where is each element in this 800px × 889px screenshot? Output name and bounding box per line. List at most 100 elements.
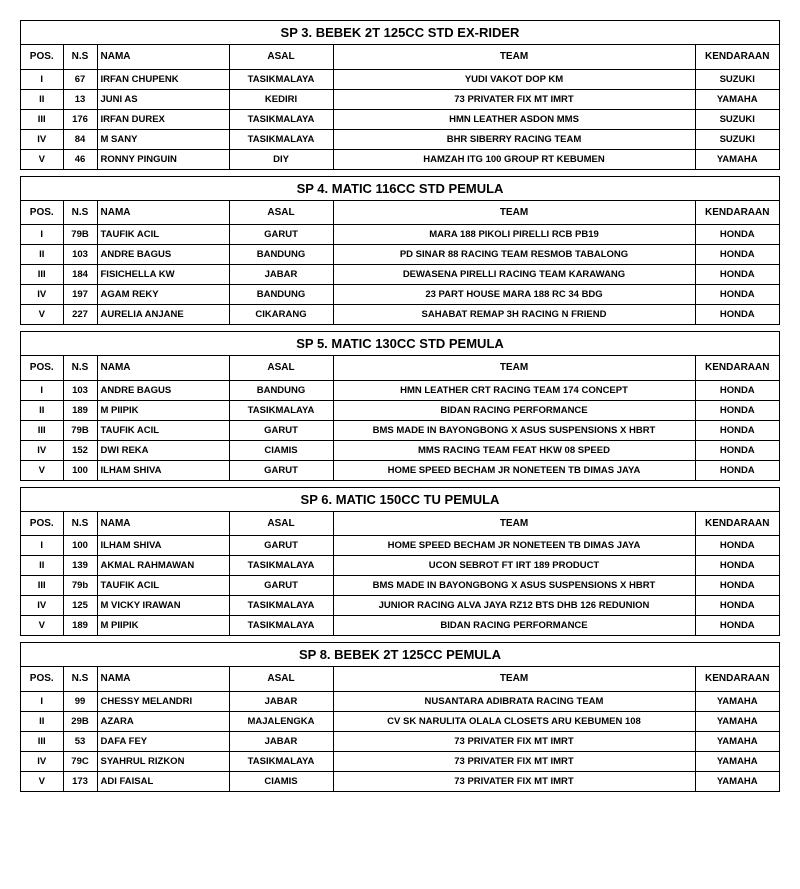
section-title: SP 8. BEBEK 2T 125CC PEMULA: [21, 643, 779, 667]
cell-pos: I: [21, 536, 63, 556]
cell-ns: 227: [63, 305, 97, 325]
header-team: TEAM: [333, 45, 695, 69]
cell-ns: 79C: [63, 751, 97, 771]
cell-nama: M PIIPIK: [97, 616, 229, 636]
cell-kend: HONDA: [695, 556, 779, 576]
cell-asal: GARUT: [229, 225, 333, 245]
cell-asal: TASIKMALAYA: [229, 69, 333, 89]
cell-ns: 189: [63, 400, 97, 420]
cell-nama: ILHAM SHIVA: [97, 460, 229, 480]
results-section: SP 8. BEBEK 2T 125CC PEMULAPOS.N.SNAMAAS…: [20, 642, 780, 792]
results-table: POS.N.SNAMAASALTEAMKENDARAANI99CHESSY ME…: [21, 667, 779, 792]
cell-nama: M SANY: [97, 129, 229, 149]
cell-nama: DAFA FEY: [97, 731, 229, 751]
header-team: TEAM: [333, 512, 695, 536]
cell-ns: 152: [63, 440, 97, 460]
cell-team: 73 PRIVATER FIX MT IMRT: [333, 89, 695, 109]
header-asal: ASAL: [229, 356, 333, 380]
table-row: V46RONNY PINGUINDIYHAMZAH ITG 100 GROUP …: [21, 149, 779, 169]
header-nama: NAMA: [97, 201, 229, 225]
cell-asal: BANDUNG: [229, 380, 333, 400]
cell-kend: YAMAHA: [695, 89, 779, 109]
header-team: TEAM: [333, 667, 695, 691]
table-row: III79bTAUFIK ACILGARUTBMS MADE IN BAYONG…: [21, 576, 779, 596]
cell-kend: YAMAHA: [695, 711, 779, 731]
cell-pos: V: [21, 771, 63, 791]
cell-team: NUSANTARA ADIBRATA RACING TEAM: [333, 691, 695, 711]
table-header-row: POS.N.SNAMAASALTEAMKENDARAAN: [21, 45, 779, 69]
cell-pos: I: [21, 225, 63, 245]
table-row: IV84M SANYTASIKMALAYABHR SIBERRY RACING …: [21, 129, 779, 149]
cell-team: YUDI VAKOT DOP KM: [333, 69, 695, 89]
header-asal: ASAL: [229, 201, 333, 225]
table-row: IV197AGAM REKYBANDUNG23 PART HOUSE MARA …: [21, 285, 779, 305]
cell-team: CV SK NARULITA OLALA CLOSETS ARU KEBUMEN…: [333, 711, 695, 731]
cell-pos: IV: [21, 129, 63, 149]
section-title: SP 3. BEBEK 2T 125CC STD EX-RIDER: [21, 21, 779, 45]
table-row: IV152DWI REKACIAMISMMS RACING TEAM FEAT …: [21, 440, 779, 460]
cell-team: HOME SPEED BECHAM JR NONETEEN TB DIMAS J…: [333, 536, 695, 556]
header-kend: KENDARAAN: [695, 201, 779, 225]
cell-nama: TAUFIK ACIL: [97, 225, 229, 245]
cell-pos: V: [21, 305, 63, 325]
cell-nama: TAUFIK ACIL: [97, 576, 229, 596]
table-row: V227AURELIA ANJANECIKARANGSAHABAT REMAP …: [21, 305, 779, 325]
header-nama: NAMA: [97, 512, 229, 536]
cell-ns: 79b: [63, 576, 97, 596]
cell-team: PD SINAR 88 RACING TEAM RESMOB TABALONG: [333, 245, 695, 265]
cell-ns: 29B: [63, 711, 97, 731]
results-container: SP 3. BEBEK 2T 125CC STD EX-RIDERPOS.N.S…: [20, 20, 780, 792]
results-table: POS.N.SNAMAASALTEAMKENDARAANI100ILHAM SH…: [21, 512, 779, 637]
cell-ns: 46: [63, 149, 97, 169]
header-asal: ASAL: [229, 667, 333, 691]
results-section: SP 6. MATIC 150CC TU PEMULAPOS.N.SNAMAAS…: [20, 487, 780, 637]
results-table: POS.N.SNAMAASALTEAMKENDARAANI67IRFAN CHU…: [21, 45, 779, 170]
header-kend: KENDARAAN: [695, 45, 779, 69]
cell-kend: HONDA: [695, 400, 779, 420]
cell-pos: II: [21, 89, 63, 109]
table-row: III176IRFAN DUREXTASIKMALAYAHMN LEATHER …: [21, 109, 779, 129]
header-pos: POS.: [21, 45, 63, 69]
table-row: I79BTAUFIK ACILGARUTMARA 188 PIKOLI PIRE…: [21, 225, 779, 245]
cell-ns: 84: [63, 129, 97, 149]
cell-nama: TAUFIK ACIL: [97, 420, 229, 440]
table-row: II189M PIIPIKTASIKMALAYABIDAN RACING PER…: [21, 400, 779, 420]
cell-team: 23 PART HOUSE MARA 188 RC 34 BDG: [333, 285, 695, 305]
cell-ns: 176: [63, 109, 97, 129]
cell-team: MARA 188 PIKOLI PIRELLI RCB PB19: [333, 225, 695, 245]
table-row: IV79CSYAHRUL RIZKONTASIKMALAYA73 PRIVATE…: [21, 751, 779, 771]
header-kend: KENDARAAN: [695, 667, 779, 691]
cell-asal: TASIKMALAYA: [229, 596, 333, 616]
cell-team: BIDAN RACING PERFORMANCE: [333, 616, 695, 636]
cell-kend: HONDA: [695, 596, 779, 616]
header-nama: NAMA: [97, 356, 229, 380]
section-title: SP 4. MATIC 116CC STD PEMULA: [21, 177, 779, 201]
table-row: III53DAFA FEYJABAR73 PRIVATER FIX MT IMR…: [21, 731, 779, 751]
header-team: TEAM: [333, 356, 695, 380]
cell-pos: V: [21, 460, 63, 480]
cell-nama: AGAM REKY: [97, 285, 229, 305]
cell-asal: TASIKMALAYA: [229, 400, 333, 420]
table-row: I100ILHAM SHIVAGARUTHOME SPEED BECHAM JR…: [21, 536, 779, 556]
cell-pos: III: [21, 265, 63, 285]
cell-nama: ILHAM SHIVA: [97, 536, 229, 556]
cell-asal: CIAMIS: [229, 771, 333, 791]
cell-team: JUNIOR RACING ALVA JAYA RZ12 BTS DHB 126…: [333, 596, 695, 616]
cell-team: HAMZAH ITG 100 GROUP RT KEBUMEN: [333, 149, 695, 169]
cell-asal: TASIKMALAYA: [229, 109, 333, 129]
cell-pos: III: [21, 576, 63, 596]
cell-asal: BANDUNG: [229, 285, 333, 305]
cell-pos: I: [21, 380, 63, 400]
cell-team: MMS RACING TEAM FEAT HKW 08 SPEED: [333, 440, 695, 460]
cell-kend: HONDA: [695, 265, 779, 285]
cell-nama: SYAHRUL RIZKON: [97, 751, 229, 771]
cell-team: BMS MADE IN BAYONGBONG X ASUS SUSPENSION…: [333, 420, 695, 440]
cell-kend: HONDA: [695, 616, 779, 636]
table-row: II13JUNI ASKEDIRI73 PRIVATER FIX MT IMRT…: [21, 89, 779, 109]
cell-team: 73 PRIVATER FIX MT IMRT: [333, 771, 695, 791]
cell-nama: RONNY PINGUIN: [97, 149, 229, 169]
cell-kend: YAMAHA: [695, 771, 779, 791]
cell-nama: AZARA: [97, 711, 229, 731]
cell-nama: ANDRE BAGUS: [97, 245, 229, 265]
section-title: SP 6. MATIC 150CC TU PEMULA: [21, 488, 779, 512]
